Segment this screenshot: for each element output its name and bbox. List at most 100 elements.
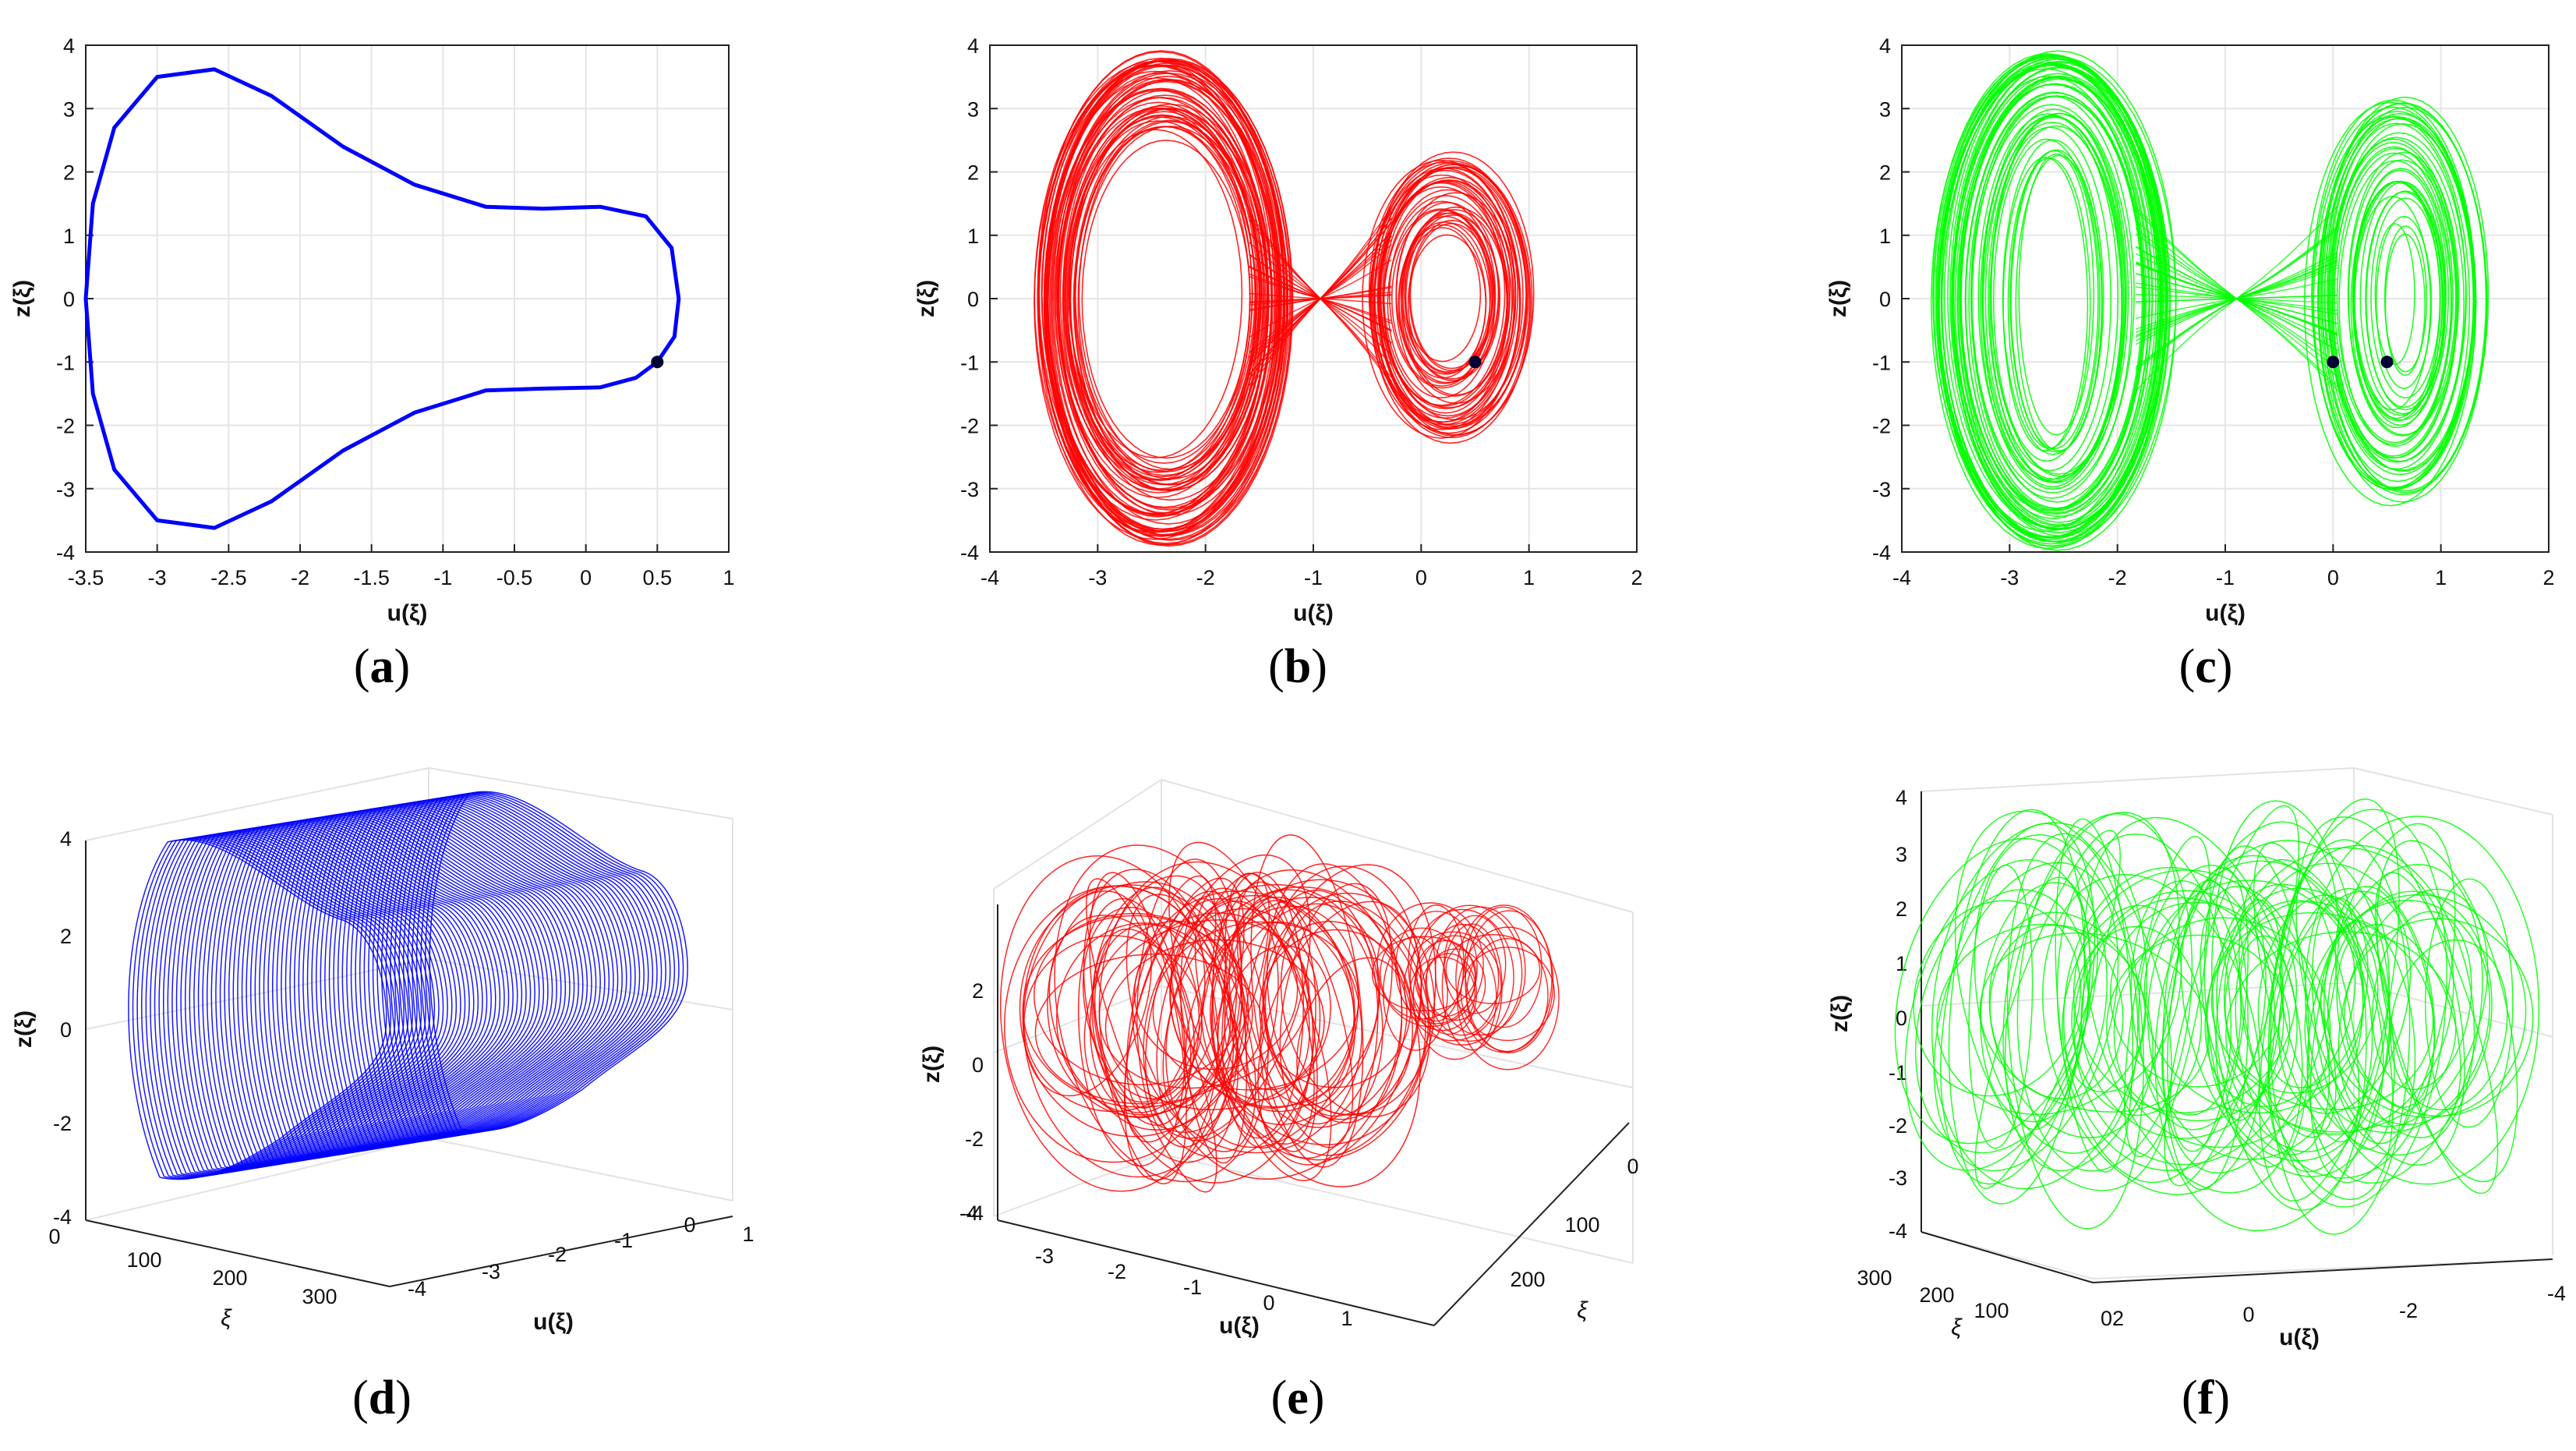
z-tick-label: -4	[965, 1201, 984, 1225]
orbit-loop	[355, 803, 614, 1144]
orbit-loop	[2161, 821, 2339, 1174]
panel-a: -3.5 -3 -2.5 -2 -1.5 -1 -0.5 0 0.5 1 -4 -3 -2 -1 0 1 2 3 4…	[9, 34, 735, 626]
orbit-loop	[328, 807, 588, 1148]
orbit-loop	[145, 837, 405, 1177]
orbit-loop	[1022, 885, 1235, 1178]
orbit-loop	[1194, 887, 1332, 1181]
y-tick-label: -2	[960, 415, 979, 438]
orbit-loop	[1250, 834, 1364, 1168]
orbit-loop	[1211, 869, 1421, 1187]
orbit-loop	[999, 855, 1219, 1192]
u-tick-label: 0	[2242, 1303, 2254, 1326]
orbit-loop	[241, 821, 501, 1162]
xi-tick-label: 200	[1510, 1268, 1545, 1291]
grid-3d	[1161, 779, 1634, 913]
orbit-loop	[1257, 901, 1422, 1166]
orbit-loop	[1960, 83, 2150, 515]
orbit-loop	[2063, 866, 2276, 1171]
x-tick-label: 2	[1631, 566, 1642, 589]
orbit-loop	[1379, 181, 1508, 407]
orbit-loop	[2374, 223, 2415, 366]
y-tick-label: 2	[63, 161, 75, 185]
orbit-loop	[263, 817, 523, 1159]
z-tick-label: -4	[53, 1205, 72, 1229]
orbit-loop	[1409, 908, 1514, 1046]
orbit-loop	[2018, 153, 2095, 436]
orbit-loop	[1404, 227, 1482, 363]
orbit-loop	[368, 801, 627, 1141]
orbit-loop	[1296, 957, 1408, 1117]
caption-a: (a)	[353, 640, 411, 693]
orbit-loop	[1156, 901, 1279, 1141]
orbit-loop	[1980, 115, 2126, 490]
z-axis-label: z(ξ)	[919, 1046, 945, 1083]
y-tick-label: -4	[1872, 541, 1891, 564]
orbit-loop	[2313, 115, 2471, 490]
orbit-loop	[1894, 837, 2099, 1145]
orbit-loop	[2253, 842, 2360, 1143]
x-tick-label: -2	[1196, 566, 1215, 589]
y-tick-label: -1	[960, 351, 979, 374]
orbit-loop	[311, 810, 571, 1151]
orbit-loop	[1398, 224, 1487, 379]
orbit-loop	[1935, 54, 2169, 543]
grid-3d	[1161, 1153, 1634, 1264]
orbit-loop	[1062, 94, 1268, 490]
x-tick-label: -2.5	[210, 566, 247, 589]
u-tick-label: 1	[1341, 1307, 1352, 1330]
orbit-loop	[2390, 939, 2508, 1111]
orbit-loop	[267, 817, 527, 1158]
orbit-loop	[381, 798, 641, 1140]
y-tick-label: -4	[56, 541, 75, 564]
z-tick-label: -3	[1889, 1166, 1907, 1190]
panel-e: -4 -2 0 2 -4 -3 -2 -1 0 1 0 100 200 z(ξ) u(ξ) ξ	[919, 779, 1639, 1339]
xi-tick-label: 100	[1564, 1213, 1599, 1237]
orbit-loop	[2124, 836, 2211, 1158]
orbit-loop	[246, 820, 505, 1161]
u-tick-label: 0	[684, 1213, 695, 1237]
orbit-loop	[363, 802, 623, 1142]
orbit-loop	[1992, 138, 2101, 462]
y-tick-label: -3	[56, 478, 75, 501]
orbit-loop	[1954, 810, 2172, 1191]
orbit-loop	[1371, 167, 1517, 423]
initial-point-marker	[1468, 356, 1482, 369]
orbit-loop	[1373, 162, 1531, 439]
axis-xi	[1921, 1231, 2094, 1283]
orbit-loop	[350, 803, 610, 1145]
orbit-loop	[1068, 114, 1256, 472]
z-tick-label: 4	[1896, 786, 1907, 809]
orbit-loop	[2311, 99, 2476, 489]
z-tick-label: -2	[53, 1112, 72, 1135]
orbit-loop	[2143, 879, 2364, 1114]
orbit-loop	[136, 838, 396, 1179]
orbit-loop	[1390, 209, 1493, 388]
xi-tick-label: 0	[48, 1225, 60, 1248]
y-tick-label: 4	[63, 34, 75, 58]
orbit-loop	[219, 824, 479, 1166]
orbit-loop	[2216, 883, 2373, 1152]
x-tick-label: 2	[2542, 566, 2554, 589]
y-tick-label: 0	[967, 288, 979, 311]
orbit-loop	[2336, 152, 2452, 444]
orbit-loop	[390, 797, 649, 1138]
orbit-loop	[1047, 89, 1268, 518]
u-tick-label: -2	[1108, 1260, 1126, 1283]
orbit-loop	[429, 791, 688, 1132]
caption-f: (f)	[2182, 1371, 2230, 1424]
orbit-loop	[1974, 834, 2139, 1154]
orbit-loop	[1376, 902, 1484, 1028]
orbit-loop	[2353, 169, 2447, 416]
grid-3d	[993, 779, 1162, 890]
z-tick-label: 1	[1896, 952, 1907, 975]
grid-3d	[428, 1138, 733, 1201]
orbit-loop	[1279, 883, 1393, 1125]
x-tick-label: -4	[981, 566, 999, 589]
grid-3d	[2353, 767, 2553, 816]
orbit-loop	[1464, 906, 1542, 1028]
orbit-loop	[250, 819, 510, 1161]
z-axis-label: z(ξ)	[11, 1010, 37, 1048]
orbit-loop	[341, 805, 601, 1146]
